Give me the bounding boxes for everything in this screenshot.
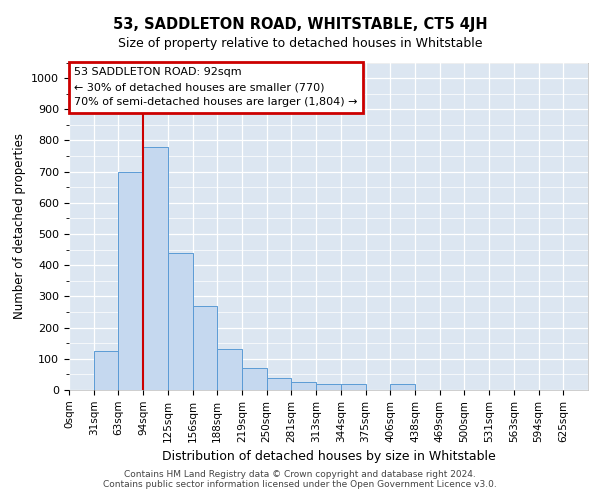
Text: 53, SADDLETON ROAD, WHITSTABLE, CT5 4JH: 53, SADDLETON ROAD, WHITSTABLE, CT5 4JH [113, 18, 487, 32]
Bar [292, 382, 316, 390]
Bar [193, 306, 217, 390]
Bar [267, 378, 292, 390]
Bar [217, 350, 242, 390]
X-axis label: Distribution of detached houses by size in Whitstable: Distribution of detached houses by size … [161, 450, 496, 463]
Text: 53 SADDLETON ROAD: 92sqm
← 30% of detached houses are smaller (770)
70% of semi-: 53 SADDLETON ROAD: 92sqm ← 30% of detach… [74, 68, 358, 107]
Bar [143, 146, 168, 390]
Bar [316, 384, 341, 390]
Bar [118, 172, 143, 390]
Bar [168, 253, 193, 390]
Bar [341, 384, 365, 390]
Y-axis label: Number of detached properties: Number of detached properties [13, 133, 26, 320]
Text: Contains HM Land Registry data © Crown copyright and database right 2024.
Contai: Contains HM Land Registry data © Crown c… [103, 470, 497, 489]
Bar [94, 351, 118, 390]
Bar [242, 368, 267, 390]
Text: Size of property relative to detached houses in Whitstable: Size of property relative to detached ho… [118, 38, 482, 51]
Bar [390, 384, 415, 390]
